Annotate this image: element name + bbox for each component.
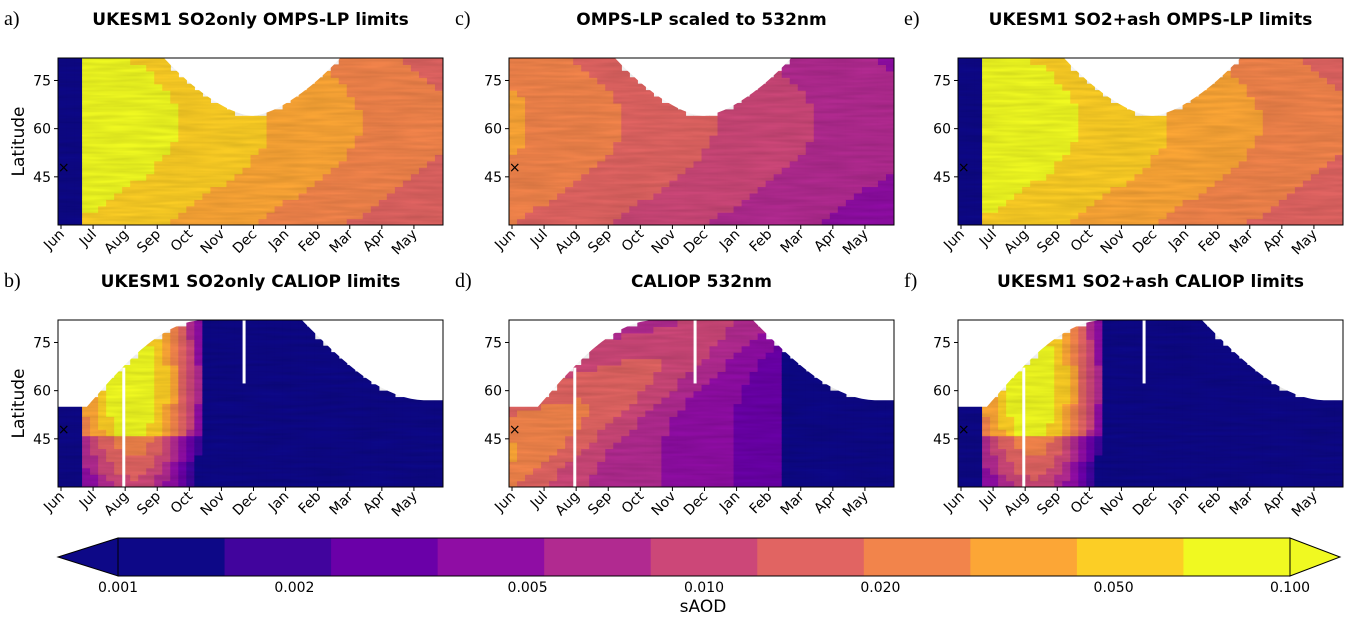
y-tick-label: 75 (33, 73, 51, 89)
y-tick-label: 45 (33, 432, 51, 448)
y-tick-label: 75 (484, 335, 502, 351)
x-tick-label: Sep (585, 226, 615, 256)
x-tick-label: Apr (811, 488, 840, 517)
panel-title: OMPS-LP scaled to 532nm (576, 10, 826, 30)
x-tick-label: May (389, 489, 421, 521)
axes-frame (508, 57, 895, 226)
x-tick-label: Feb (747, 226, 776, 255)
x-tick-label: Sep (134, 226, 164, 256)
x-tick-label: Jun (491, 489, 518, 516)
x-tick-label: Jun (40, 489, 67, 516)
x-tick-label: Jan (716, 489, 743, 516)
x-tick-label: Aug (101, 489, 132, 520)
y-axis-label: Latitude (9, 369, 29, 439)
volcano-marker: × (509, 422, 521, 438)
y-tick-label: 60 (33, 122, 51, 138)
coverage-mask (58, 58, 443, 116)
panel-b: × 45 60 75 Jun Jul Aug Sep Oct Nov Dec Jan Feb Mar Apr… (4, 270, 444, 520)
axes-frame (57, 57, 444, 226)
panel-letter: a) (4, 8, 20, 30)
x-tick-label: Aug (552, 227, 583, 258)
x-tick-label: Oct (619, 226, 648, 255)
x-tick-label: Feb (296, 488, 325, 517)
x-tick-label: Apr (360, 488, 389, 517)
y-tick-label: 75 (484, 73, 502, 89)
panel-title: UKESM1 SO2only OMPS-LP limits (92, 10, 408, 30)
coverage-mask (509, 58, 894, 116)
panel-title: CALIOP 532nm (631, 272, 772, 292)
x-tick-label: Mar (778, 226, 808, 256)
x-tick-label: Apr (811, 226, 840, 255)
axes-frame (57, 319, 444, 488)
axes-frame (508, 319, 895, 488)
x-tick-label: Jul (76, 489, 100, 513)
x-tick-label: Nov (198, 227, 229, 258)
x-tick-label: May (840, 227, 872, 259)
panel-c: × 45 60 75 Jun Jul Aug Sep Oct Nov Dec Jan Feb Mar Apr… (455, 8, 895, 258)
x-tick-label: Jan (265, 489, 292, 516)
x-tick-label: Jul (527, 227, 551, 251)
volcano-marker: × (58, 422, 70, 438)
x-tick-label: Aug (552, 489, 583, 520)
x-tick-label: Feb (296, 226, 325, 255)
y-tick-label: 45 (484, 170, 502, 186)
heatmap (958, 58, 1343, 225)
x-tick-label: Sep (585, 488, 615, 518)
x-tick-label: Nov (198, 489, 229, 520)
panel-letter: d) (455, 270, 472, 292)
y-tick-label: 75 (33, 335, 51, 351)
x-tick-label: Dec (681, 489, 711, 519)
x-tick-label: Oct (168, 226, 197, 255)
volcano-marker: × (509, 160, 521, 176)
panel-letter: c) (455, 8, 471, 30)
x-tick-label: May (389, 227, 421, 259)
x-tick-label: Apr (360, 226, 389, 255)
x-tick-label: Mar (778, 488, 808, 518)
x-tick-label: Jan (716, 227, 743, 254)
y-tick-label: 60 (484, 384, 502, 400)
x-tick-label: Jun (40, 227, 67, 254)
panel-d: × 45 60 75 Jun Jul Aug Sep Oct Nov Dec Jan Feb Mar Apr… (455, 270, 895, 520)
x-tick-label: Oct (619, 488, 648, 517)
x-tick-label: Mar (327, 226, 357, 256)
x-tick-label: Feb (747, 488, 776, 517)
x-tick-label: Nov (649, 227, 680, 258)
x-tick-label: Dec (681, 227, 711, 257)
x-tick-label: Jul (527, 489, 551, 513)
heatmap (509, 58, 894, 225)
y-tick-label: 45 (484, 432, 502, 448)
x-tick-label: Jan (265, 227, 292, 254)
y-tick-label: 45 (33, 170, 51, 186)
x-tick-label: Sep (134, 488, 164, 518)
x-tick-label: Dec (230, 489, 260, 519)
y-axis-label: Latitude (9, 107, 29, 177)
x-tick-label: Jun (491, 227, 518, 254)
x-tick-label: Nov (649, 489, 680, 520)
x-tick-label: Mar (327, 488, 357, 518)
coverage-mask (509, 320, 894, 407)
y-tick-label: 60 (484, 122, 502, 138)
x-tick-label: Aug (101, 227, 132, 258)
x-tick-label: Oct (168, 488, 197, 517)
panel-title: UKESM1 SO2only CALIOP limits (101, 272, 401, 292)
y-tick-label: 60 (33, 384, 51, 400)
volcano-marker: × (58, 160, 70, 176)
x-tick-label: Jul (76, 227, 100, 251)
x-tick-label: May (840, 489, 872, 521)
x-tick-label: Dec (230, 227, 260, 257)
panel-letter: b) (4, 270, 21, 292)
panel-a: × 45 60 75 Jun Jul Aug Sep Oct Nov Dec Jan Feb Mar Apr… (4, 8, 444, 258)
coverage-mask (58, 320, 443, 407)
